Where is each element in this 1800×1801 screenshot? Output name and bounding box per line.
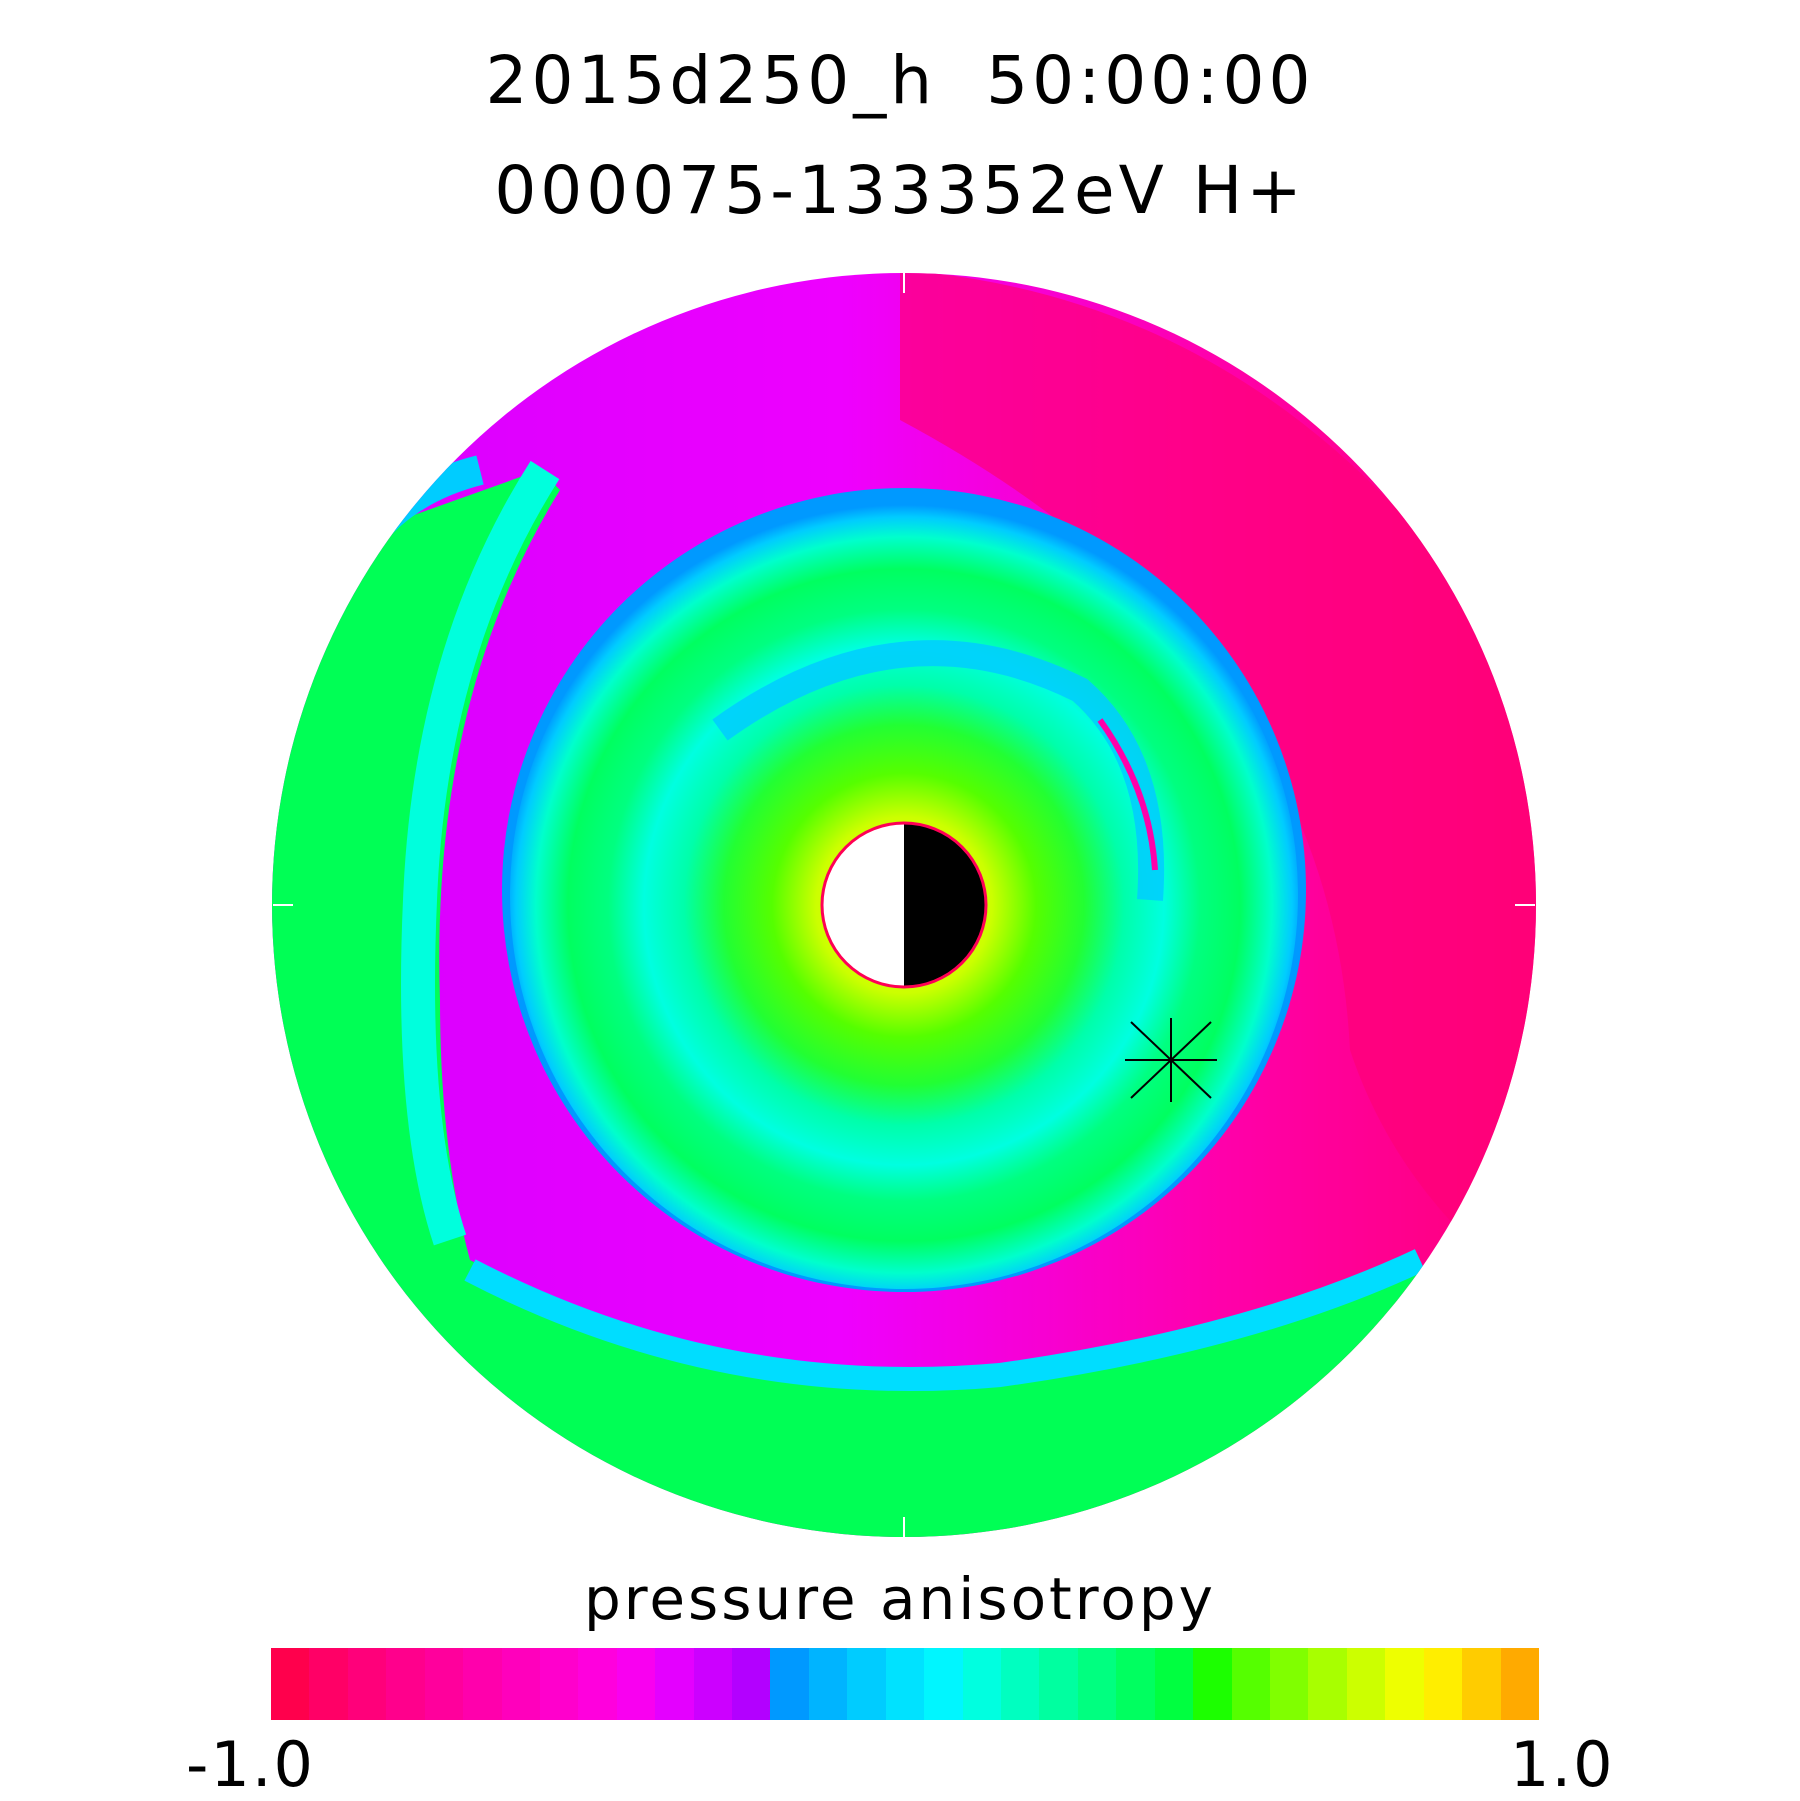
- colorbar-swatch: [1308, 1648, 1347, 1720]
- earth-outline: [820, 821, 988, 989]
- colorbar-swatch: [1346, 1648, 1386, 1720]
- crescent-edge: [401, 460, 560, 1246]
- colorbar-swatch: [1116, 1648, 1155, 1720]
- colorbar-swatch: [885, 1648, 925, 1720]
- colorbar-swatch: [463, 1648, 502, 1720]
- colorbar-swatch: [271, 1648, 310, 1720]
- colorbar-swatch: [693, 1648, 733, 1720]
- colorbar-swatch: [1001, 1648, 1040, 1720]
- colorbar-swatch: [1462, 1648, 1501, 1720]
- colorbar-swatch: [1385, 1648, 1424, 1720]
- colorbar: [271, 1648, 1539, 1720]
- colorbar-swatch: [808, 1648, 848, 1720]
- earth-nightside: [904, 823, 986, 987]
- colorbar-swatch: [1269, 1648, 1309, 1720]
- colorbar-swatch: [1154, 1648, 1194, 1720]
- colorbar-swatch: [1039, 1648, 1078, 1720]
- colorbar-swatch: [924, 1648, 963, 1720]
- colorbar-swatch: [655, 1648, 694, 1720]
- colorbar-swatch: [1077, 1648, 1117, 1720]
- chart-title-line2: 000075-133352eV H+: [494, 152, 1306, 229]
- colorbar-swatch: [1500, 1648, 1539, 1720]
- colorbar-swatch: [1423, 1648, 1463, 1720]
- dawn-outer-region: [900, 273, 1536, 1300]
- satellite-marker: [1125, 1018, 1217, 1102]
- colorbar-swatch: [501, 1648, 540, 1720]
- colorbar-swatch: [309, 1648, 348, 1720]
- colorbar-swatch: [616, 1648, 656, 1720]
- colorbar-swatch: [770, 1648, 809, 1720]
- colorbar-swatch: [539, 1648, 579, 1720]
- colorbar-swatch: [1231, 1648, 1270, 1720]
- colorbar-swatch: [847, 1648, 886, 1720]
- colorbar-swatch: [1193, 1648, 1232, 1720]
- chart-title-line1: 2015d250_h 50:00:00: [485, 42, 1315, 119]
- inner-notch: [1097, 718, 1158, 871]
- colorbar-swatch: [347, 1648, 387, 1720]
- colorbar-min-label: -1.0: [186, 1728, 315, 1801]
- colorbar-swatch: [578, 1648, 617, 1720]
- lower-boundary: [464, 1249, 1426, 1392]
- colorbar-swatch: [962, 1648, 1002, 1720]
- colorbar-max-label: 1.0: [1510, 1728, 1615, 1801]
- colorbar-swatch: [732, 1648, 771, 1720]
- colorbar-swatch: [424, 1648, 464, 1720]
- colorbar-label: pressure anisotropy: [583, 1565, 1216, 1633]
- colorbar-swatch: [386, 1648, 425, 1720]
